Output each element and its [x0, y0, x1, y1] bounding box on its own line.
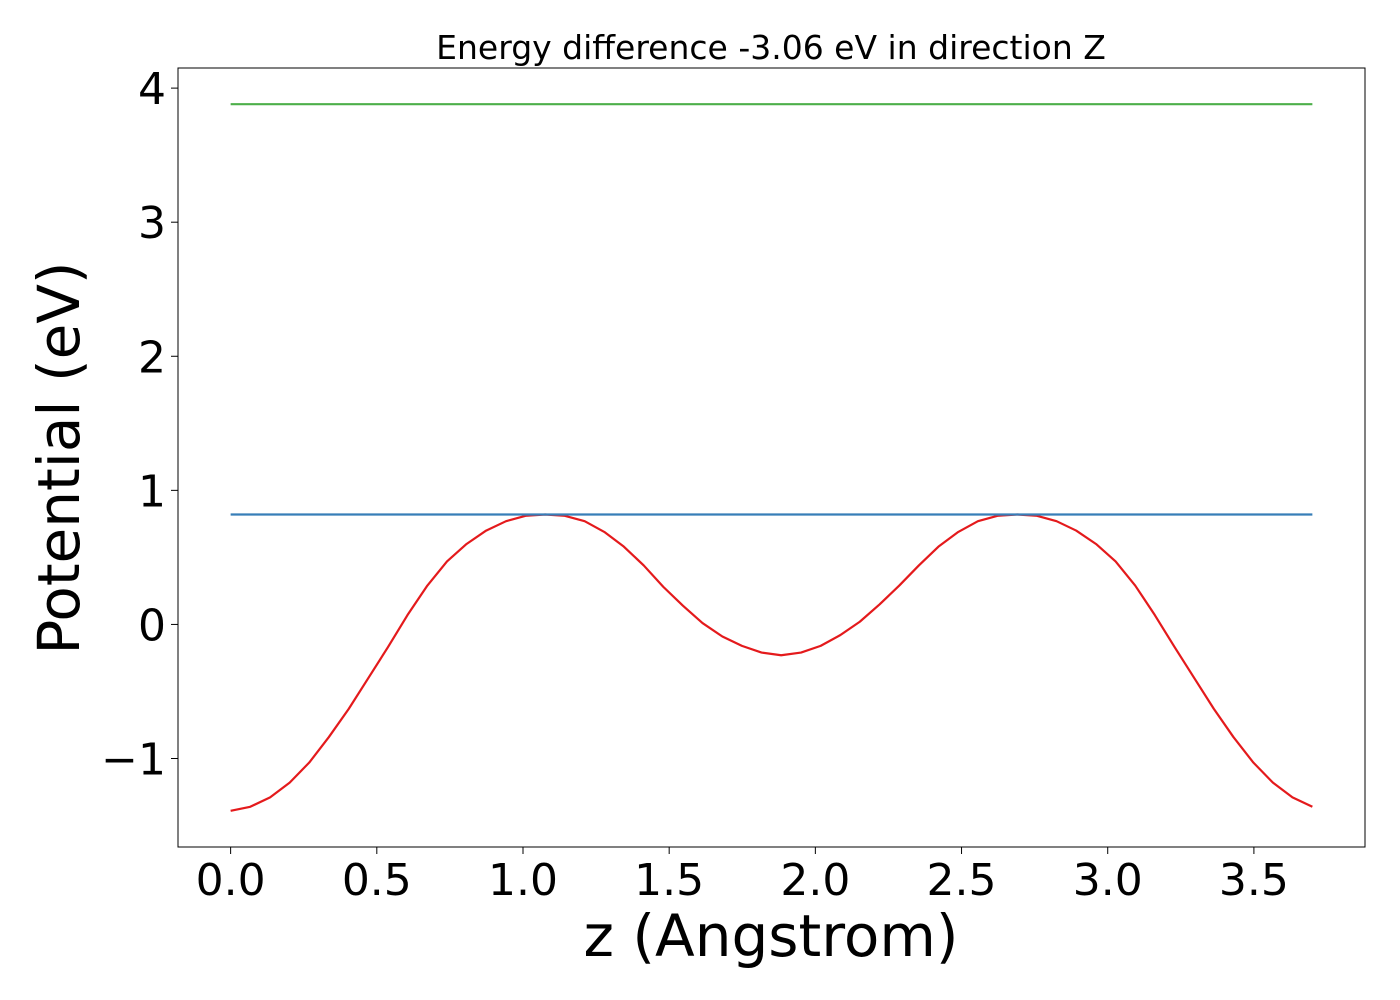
- x-axis-label: z (Angstrom): [584, 902, 959, 970]
- y-axis-ticks: −1 0 1 2 3 4: [101, 64, 178, 786]
- x-tick-label: 3.0: [1073, 855, 1143, 906]
- series-layer: [230, 103, 1313, 812]
- y-tick-label: −1: [101, 735, 166, 786]
- y-tick-label: 4: [138, 64, 166, 115]
- x-tick-label: 2.0: [780, 855, 850, 906]
- x-tick-label: 3.5: [1219, 855, 1289, 906]
- y-axis-label: Potential (eV): [25, 261, 93, 654]
- x-tick-label: 0.5: [342, 855, 412, 906]
- x-tick-label: 0.0: [196, 855, 266, 906]
- x-tick-label: 1.5: [634, 855, 704, 906]
- x-tick-label: 1.0: [488, 855, 558, 906]
- series-line-0: [230, 513, 1313, 812]
- chart-title: Energy difference -3.06 eV in direction …: [436, 28, 1106, 67]
- y-tick-label: 0: [138, 600, 166, 651]
- x-tick-label: 2.5: [927, 855, 997, 906]
- x-axis-ticks: 0.0 0.5 1.0 1.5 2.0 2.5 3.0 3.5: [196, 847, 1289, 906]
- y-tick-label: 3: [138, 198, 166, 249]
- plot-frame: [177, 67, 1366, 848]
- y-tick-label: 1: [138, 466, 166, 517]
- y-tick-label: 2: [138, 332, 166, 383]
